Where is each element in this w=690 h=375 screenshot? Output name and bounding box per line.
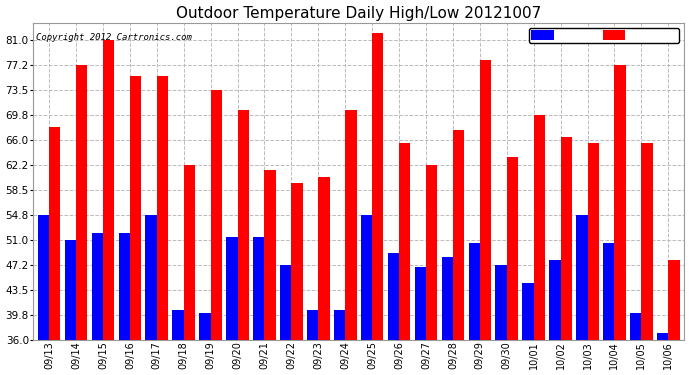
Title: Outdoor Temperature Daily High/Low 20121007: Outdoor Temperature Daily High/Low 20121… [176,6,542,21]
Bar [119,233,130,340]
Bar [642,143,653,340]
Bar [453,130,464,340]
Bar [361,214,372,340]
Bar [76,65,88,340]
Bar [442,256,453,340]
Bar [65,240,76,340]
Bar [291,183,303,340]
Bar [307,310,318,340]
Bar [253,237,264,340]
Bar [657,333,669,340]
Bar [669,260,680,340]
Bar [603,243,615,340]
Bar [210,90,222,340]
Bar [130,76,141,340]
Bar [630,314,642,340]
Bar [92,233,103,340]
Bar [264,170,276,340]
Bar [549,260,560,340]
Bar [480,60,491,340]
Bar [334,310,345,340]
Bar [587,143,599,340]
Bar [533,114,545,340]
Bar [280,266,291,340]
Bar [495,266,506,340]
Bar [615,65,626,340]
Bar [237,110,249,340]
Bar [415,267,426,340]
Bar [184,165,195,340]
Bar [172,310,184,340]
Bar [372,33,384,340]
Text: Copyright 2012 Cartronics.com: Copyright 2012 Cartronics.com [37,33,192,42]
Bar [146,214,157,340]
Bar [576,214,587,340]
Bar [388,254,399,340]
Bar [560,136,572,340]
Bar [426,165,437,340]
Bar [522,284,533,340]
Bar [199,314,210,340]
Bar [469,243,480,340]
Bar [318,177,330,340]
Bar [399,143,411,340]
Bar [345,110,357,340]
Bar [157,76,168,340]
Bar [103,40,115,340]
Bar [38,214,49,340]
Bar [226,237,237,340]
Bar [49,126,61,340]
Legend: Low  (°F), High  (°F): Low (°F), High (°F) [529,28,679,43]
Bar [506,156,518,340]
